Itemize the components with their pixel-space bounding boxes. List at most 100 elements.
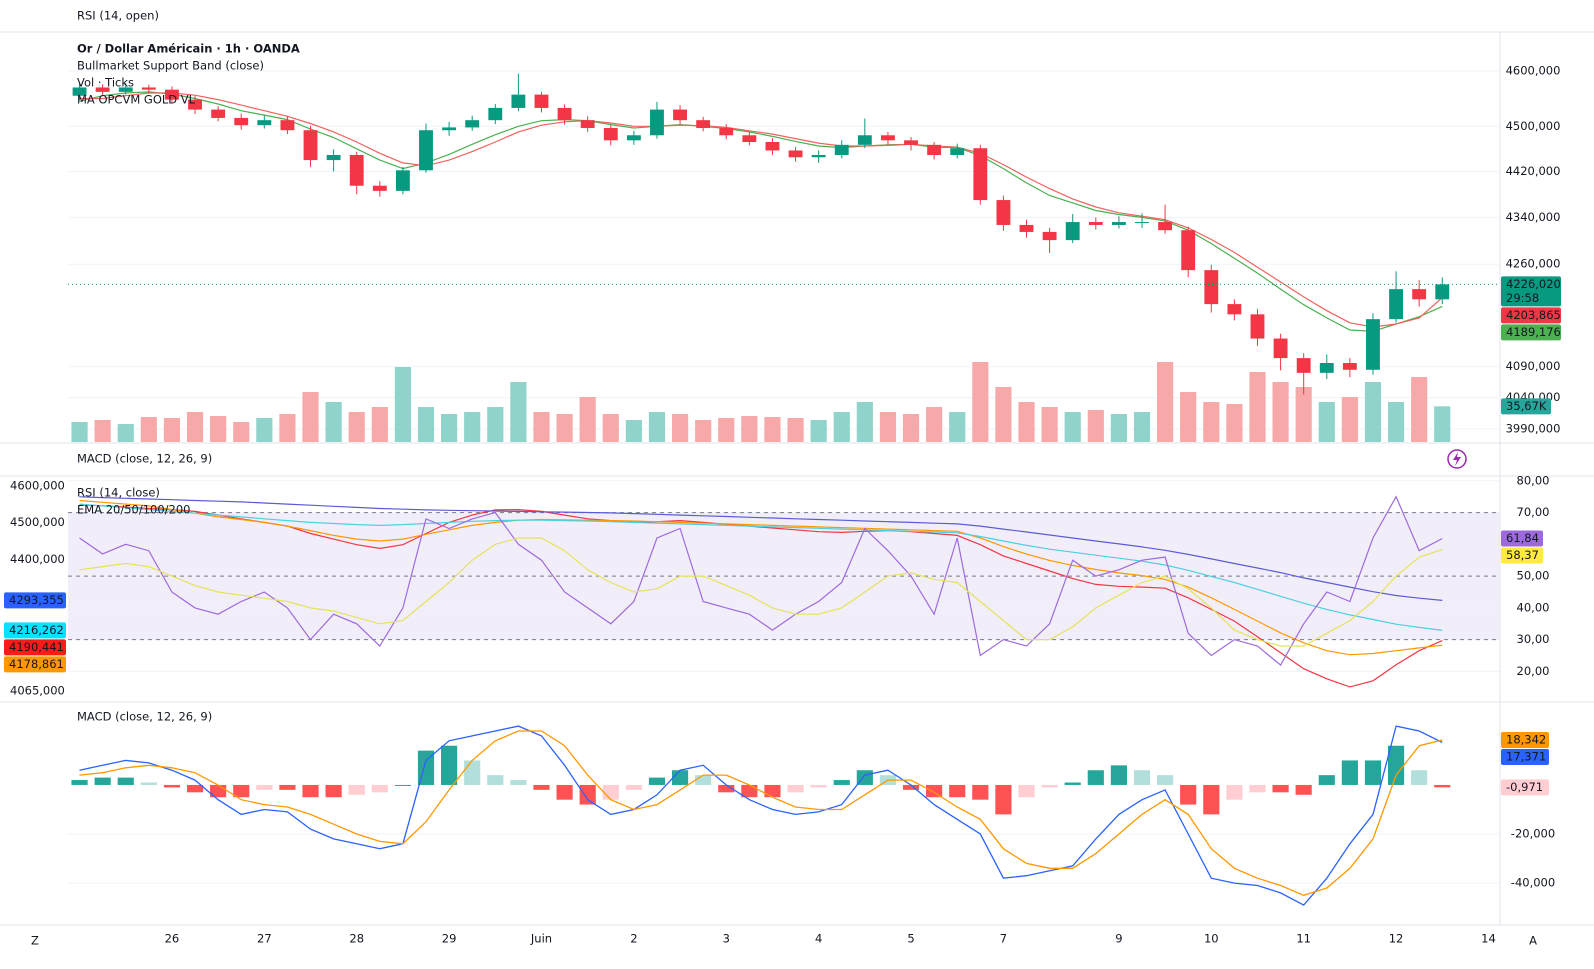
histogram-bar [1318, 775, 1335, 785]
line [79, 91, 1443, 332]
x-tick-label: 2 [630, 932, 637, 946]
candle-body [788, 150, 803, 158]
candle-body [72, 87, 87, 96]
candle-body [165, 89, 179, 100]
histogram-bar [764, 784, 781, 798]
candle-body [857, 135, 872, 145]
histogram-bar [441, 745, 458, 785]
volume-bar [787, 418, 804, 442]
volume-bar [926, 407, 943, 442]
histogram-bar [1157, 775, 1174, 785]
line [79, 537, 1443, 647]
y-tick-label: 4400,000 [10, 552, 65, 566]
value-tag-label: 4189,176 [1506, 325, 1561, 339]
candle-body [1250, 314, 1265, 339]
value-tag-label: 18,342 [1506, 732, 1546, 746]
x-tick-label: 12 [1389, 932, 1404, 946]
volume-bar [1180, 392, 1197, 442]
x-tick-label: Juin [530, 932, 552, 946]
y-tick-label: 50,00 [1517, 569, 1550, 583]
histogram-bar [394, 784, 411, 786]
histogram-bar [1018, 784, 1035, 798]
histogram-bar [1110, 765, 1127, 785]
volume-bar [856, 402, 873, 442]
histogram-bar [348, 784, 365, 795]
volume-bar [186, 412, 204, 442]
histogram-bar [718, 784, 735, 793]
line [79, 499, 1443, 656]
histogram-bar [71, 780, 88, 785]
volume-bar [949, 412, 966, 442]
volume-bar [1110, 414, 1127, 442]
pane-title: MACD (close, 12, 26, 9) [77, 452, 212, 466]
volume-bar [810, 420, 827, 442]
line [79, 92, 1443, 328]
legend-text: Vol · Ticks [77, 76, 134, 90]
candle-body [188, 99, 202, 110]
volume-bar [325, 402, 342, 442]
candle-body [811, 154, 826, 158]
candle-body [1158, 222, 1173, 231]
candle-body [442, 127, 457, 131]
volume-bar [625, 420, 642, 442]
volume-bar [94, 420, 111, 442]
y-tick-label: 4260,000 [1506, 257, 1561, 271]
volume-bar [718, 418, 735, 442]
candle-body [349, 154, 364, 186]
volume-bar [510, 382, 527, 442]
volume-bar [1018, 402, 1035, 442]
volume-bar [579, 397, 596, 442]
volume-bar [602, 414, 619, 442]
volume-bar [1387, 402, 1405, 442]
value-tag-label: 4190,441 [9, 640, 64, 654]
x-tick-label: 11 [1296, 932, 1311, 946]
value-tag-label: 4293,355 [9, 593, 64, 607]
histogram-bar [464, 760, 481, 785]
candle-body [211, 109, 226, 118]
histogram-bar [510, 780, 527, 785]
value-tag [4, 639, 66, 656]
candle-body [465, 120, 480, 128]
histogram-bar [556, 784, 573, 800]
histogram-bar [1295, 784, 1312, 795]
candle-body [1296, 358, 1311, 373]
candle-body [326, 154, 341, 161]
candle-body [1111, 222, 1126, 225]
histogram-bar [487, 775, 504, 785]
candle-body [280, 120, 295, 131]
candle-body [419, 130, 433, 171]
pane-title: MACD (close, 12, 26, 9) [77, 710, 212, 724]
alert-icon[interactable] [1447, 449, 1467, 469]
volume-bar [1041, 407, 1058, 442]
y-tick-label: 30,00 [1517, 632, 1550, 646]
y-tick-label: 4420,000 [1506, 164, 1561, 178]
y-tick-label: 3990,000 [1506, 421, 1561, 435]
candle-body [881, 135, 895, 141]
value-tag [4, 656, 66, 673]
x-tick-label: 7 [1000, 932, 1007, 946]
candle-body [557, 107, 572, 121]
candle-body [765, 142, 780, 151]
value-tag [1501, 276, 1561, 307]
histogram-bar [186, 784, 204, 793]
histogram-bar [1064, 782, 1081, 785]
volume-bar [371, 407, 388, 442]
candle-body [1412, 289, 1427, 300]
volume-tag-label: 35,67K [1506, 399, 1547, 413]
histogram-bar [533, 784, 550, 790]
candle-body [534, 94, 549, 108]
value-tag-label: 17,371 [1506, 749, 1546, 763]
histogram-bar [1272, 784, 1289, 793]
volume-bar [1226, 404, 1243, 442]
candle-body [927, 144, 942, 155]
volume-bar [233, 422, 250, 442]
volume-bar [163, 418, 181, 442]
candle-body [1366, 319, 1380, 370]
indicator-label: RSI (14, open) [77, 9, 159, 23]
y-tick-label: -40,000 [1511, 876, 1555, 890]
histogram-bar [117, 777, 134, 785]
histogram-bar [140, 782, 157, 785]
value-tag [4, 622, 66, 639]
histogram-bar [1364, 760, 1382, 785]
candle-body [603, 127, 618, 141]
